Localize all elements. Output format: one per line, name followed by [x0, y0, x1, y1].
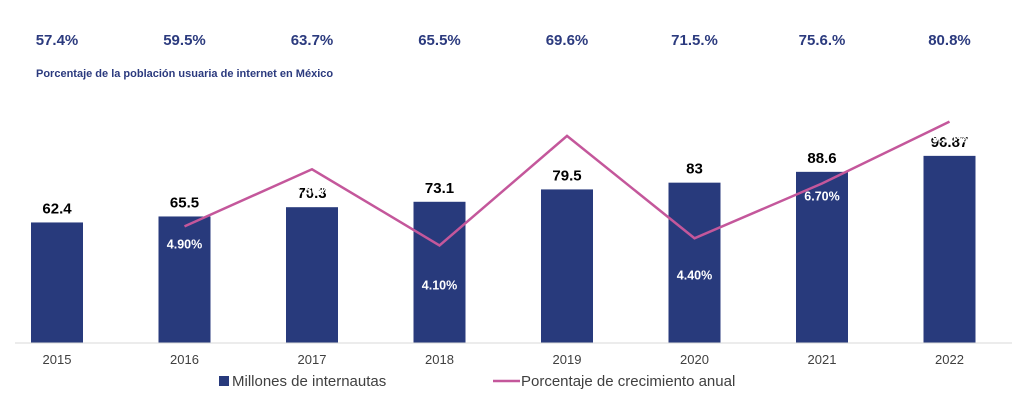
- population-share-row: 57.4% 59.5% 63.7% 65.5% 69.6% 71.5.% 75.6.% 80.…: [36, 32, 971, 49]
- population-share-label: 57.4%: [36, 32, 79, 49]
- growth-value-label: 9.30%: [932, 132, 967, 146]
- growth-line: [183, 120, 951, 247]
- legend-line-label: Porcentaje de crecimiento anual: [521, 373, 735, 390]
- growth-value-label: 4.90%: [167, 237, 202, 251]
- bar-value-label: 79.5: [552, 167, 581, 184]
- growth-value-label: 6.70%: [804, 190, 839, 204]
- bar: [413, 201, 466, 343]
- growth-value-label: 4.10%: [422, 278, 457, 292]
- x-tick-label: 2019: [553, 352, 582, 367]
- bar: [923, 155, 976, 343]
- population-share-label: 69.6%: [546, 32, 589, 49]
- growth-value-label: 8.70%: [549, 149, 584, 163]
- x-tick-label: 2022: [935, 352, 964, 367]
- chart-subtitle: Porcentaje de la población usuaria de in…: [36, 68, 333, 80]
- growth-value-label: 4.40%: [677, 268, 712, 282]
- x-tick-labels: 2015 2016 2017 2018 2019 2020 2021 2022: [43, 352, 964, 367]
- bar-value-label: 96.87: [931, 134, 969, 151]
- growth-line-group: 4.90% 7.30% 4.10% 8.70% 4.40% 6.70% 9.30%: [167, 120, 967, 292]
- bars-group: 62.4 65.5 70.3 73.1 79.5 83 88.6 96.87: [31, 134, 976, 343]
- bar-value-label: 88.6: [807, 150, 836, 167]
- x-tick-label: 2020: [680, 352, 709, 367]
- bar: [31, 222, 83, 343]
- population-share-label: 75.6.%: [799, 32, 846, 49]
- bar-value-label: 83: [686, 161, 703, 178]
- bar: [286, 207, 338, 343]
- legend-bar-label: Millones de internautas: [232, 373, 386, 390]
- bar-value-label: 65.5: [170, 194, 199, 211]
- population-share-label: 63.7%: [291, 32, 334, 49]
- x-tick-label: 2015: [43, 352, 72, 367]
- x-tick-label: 2021: [808, 352, 837, 367]
- x-tick-label: 2016: [170, 352, 199, 367]
- bar: [796, 171, 848, 343]
- legend: Millones de internautas Porcentaje de cr…: [219, 373, 735, 390]
- bar: [541, 189, 593, 343]
- bar-value-label: 62.4: [42, 200, 72, 217]
- population-share-label: 65.5%: [418, 32, 461, 49]
- bar: [668, 182, 721, 343]
- population-share-label: 80.8%: [928, 32, 971, 49]
- population-share-label: 71.5.%: [671, 32, 718, 49]
- x-tick-label: 2018: [425, 352, 454, 367]
- bar-value-label: 73.1: [425, 180, 454, 197]
- legend-bar-swatch: [219, 376, 229, 386]
- x-tick-label: 2017: [298, 352, 327, 367]
- growth-value-label: 7.30%: [294, 183, 329, 197]
- population-share-label: 59.5%: [163, 32, 206, 49]
- bar: [158, 216, 211, 343]
- bar-value-label: 70.3: [297, 185, 326, 202]
